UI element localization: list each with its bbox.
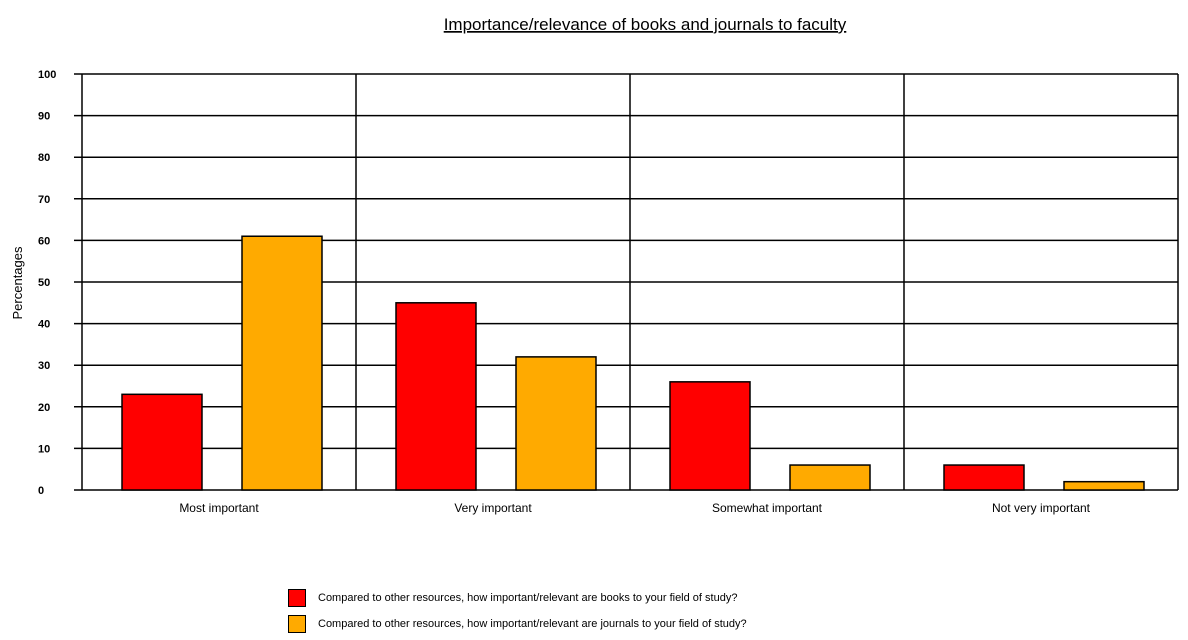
y-tick-labels: 0 10 20 30 40 50 60 70 80 90 100: [38, 69, 56, 497]
y-tick-label: 60: [38, 235, 50, 247]
bar-series0-somewhat-important: [669, 381, 751, 491]
legend-item-books: Compared to other resources, how importa…: [288, 585, 747, 611]
legend-swatch-journals: [288, 615, 306, 633]
bar-series0-very-important: [395, 302, 477, 491]
y-tick-label: 20: [38, 402, 50, 414]
y-tick-label: 40: [38, 319, 50, 331]
chart: Importance/relevance of books and journa…: [10, 15, 1179, 515]
y-tick-label: 0: [38, 485, 44, 497]
category-label: Very important: [454, 501, 532, 515]
y-tick-label: 50: [38, 277, 50, 289]
bar-series1-very-important: [515, 356, 597, 491]
legend-label-books: Compared to other resources, how importa…: [318, 592, 738, 604]
y-tick-label: 30: [38, 360, 50, 372]
legend-swatch-books: [288, 589, 306, 607]
y-tick-label: 90: [38, 111, 50, 123]
bar-series1-somewhat-important: [789, 464, 871, 491]
y-tick-label: 80: [38, 152, 50, 164]
legend-item-journals: Compared to other resources, how importa…: [288, 611, 747, 637]
legend: Compared to other resources, how importa…: [288, 585, 747, 637]
category-labels: Most important Very important Somewhat imp…: [179, 501, 1090, 515]
y-tick-label: 70: [38, 194, 50, 206]
bar-series0-not-very-important: [943, 464, 1025, 491]
bar-series1-not-very-important: [1063, 480, 1145, 491]
bar-series1-most-important: [241, 235, 323, 491]
bars: [121, 235, 1145, 491]
gridlines: [74, 73, 1179, 491]
category-label: Most important: [179, 501, 259, 515]
y-tick-label: 100: [38, 69, 56, 81]
category-label: Not very important: [992, 501, 1091, 515]
y-axis-label: Percentages: [10, 246, 25, 319]
legend-label-journals: Compared to other resources, how importa…: [318, 618, 747, 630]
y-tick-label: 10: [38, 443, 50, 455]
category-label: Somewhat important: [712, 501, 823, 515]
chart-title: Importance/relevance of books and journa…: [444, 15, 847, 34]
bar-series0-most-important: [121, 393, 203, 491]
